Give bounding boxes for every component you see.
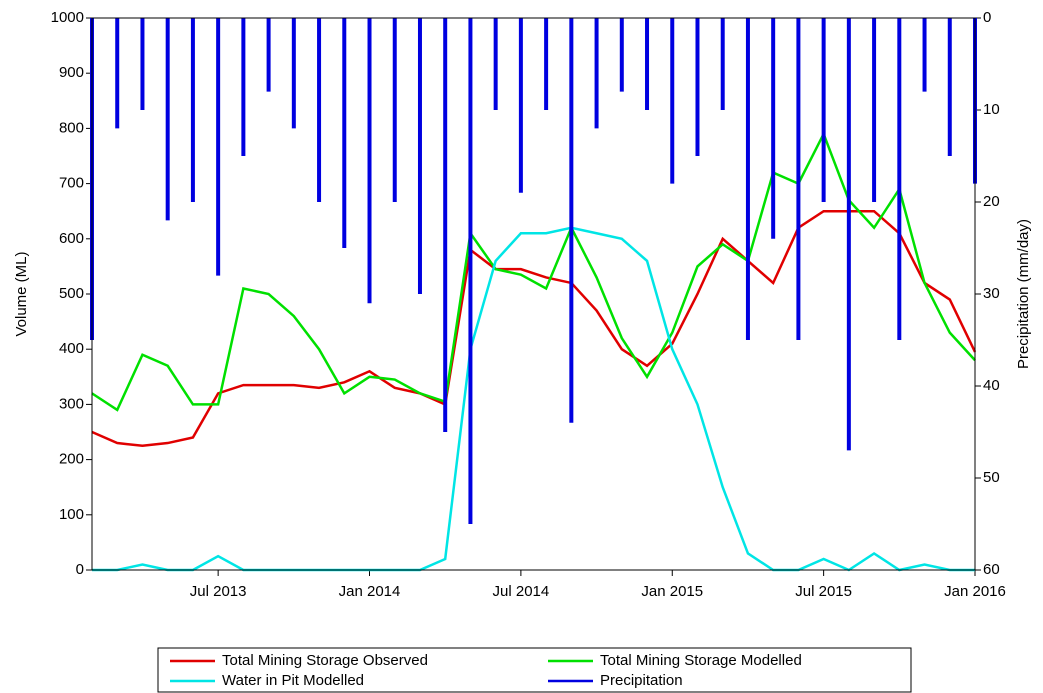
y2-tick-label: 60 [983,561,1000,578]
y-tick-label: 700 [59,175,84,192]
legend-label: Total Mining Storage Observed [222,652,428,669]
y2-tick-label: 20 [983,193,1000,210]
y-tick-label: 1000 [51,9,84,26]
y2-axis-title: Precipitation (mm/day) [1015,219,1032,369]
y-tick-label: 600 [59,230,84,247]
y2-tick-label: 50 [983,469,1000,486]
legend-box [157,647,912,693]
y-tick-label: 400 [59,340,84,357]
x-tick-label: Jan 2015 [641,583,703,600]
y-tick-label: 100 [59,506,84,523]
y2-tick-label: 10 [983,101,1000,118]
x-tick-label: Jan 2014 [339,583,401,600]
y-tick-label: 800 [59,119,84,136]
y2-tick-label: 30 [983,285,1000,302]
y-tick-label: 0 [76,561,84,578]
y2-tick-label: 40 [983,377,1000,394]
x-tick-label: Jul 2013 [190,583,247,600]
x-tick-label: Jul 2014 [493,583,550,600]
y-tick-label: 200 [59,451,84,468]
legend-label: Precipitation [600,672,683,689]
series-line [91,209,977,448]
legend-label: Total Mining Storage Modelled [600,652,802,669]
legend-label: Water in Pit Modelled [222,672,364,689]
y-axis-title: Volume (ML) [13,251,30,336]
x-tick-label: Jan 2016 [944,583,1006,600]
plot-frame [91,17,976,571]
x-tick-label: Jul 2015 [795,583,852,600]
y-tick-label: 300 [59,395,84,412]
y-tick-label: 900 [59,64,84,81]
y-tick-label: 500 [59,285,84,302]
series-line [92,226,975,572]
series-line [91,130,976,412]
y2-tick-label: 0 [983,9,991,26]
